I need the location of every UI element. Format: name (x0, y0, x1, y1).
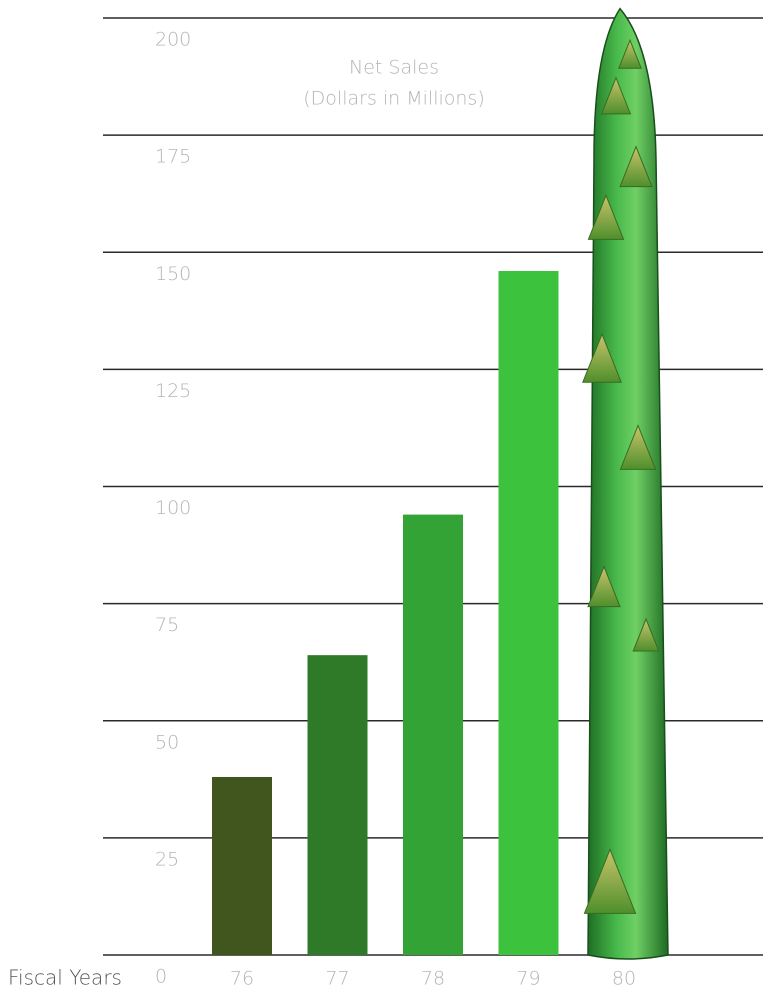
y-tick-label: 0 (155, 966, 167, 988)
asparagus-bar (587, 7, 669, 960)
x-tick-label: 79 (516, 968, 540, 990)
asparagus-bract (583, 848, 637, 914)
y-tick-label: 125 (155, 380, 191, 402)
bar (403, 514, 463, 955)
y-tick-label: 175 (155, 146, 191, 168)
chart-title: Net Sales (349, 57, 439, 79)
asparagus-bract (582, 332, 622, 383)
x-tick-label: 77 (325, 968, 349, 990)
y-tick-label: 200 (155, 29, 191, 51)
asparagus-bract (632, 617, 660, 652)
asparagus-bract (600, 76, 632, 115)
x-tick-label: 80 (612, 968, 636, 990)
asparagus-bract (587, 565, 621, 608)
bar (498, 270, 559, 955)
bar (307, 655, 368, 955)
asparagus-bract (619, 145, 653, 188)
chart-subtitle: (Dollars in Millions) (303, 88, 484, 110)
y-tick-label: 75 (155, 614, 179, 636)
asparagus-bract (618, 38, 642, 69)
asparagus-bract (619, 424, 657, 470)
bar (212, 776, 272, 955)
x-tick-label: 78 (421, 968, 445, 990)
asparagus-bract (587, 194, 625, 240)
x-axis-label: Fiscal Years (8, 966, 122, 990)
y-tick-label: 25 (155, 848, 179, 870)
y-tick-label: 100 (155, 497, 191, 519)
x-tick-label: 76 (230, 968, 254, 990)
y-tick-label: 50 (155, 731, 179, 753)
y-tick-label: 150 (155, 263, 191, 285)
